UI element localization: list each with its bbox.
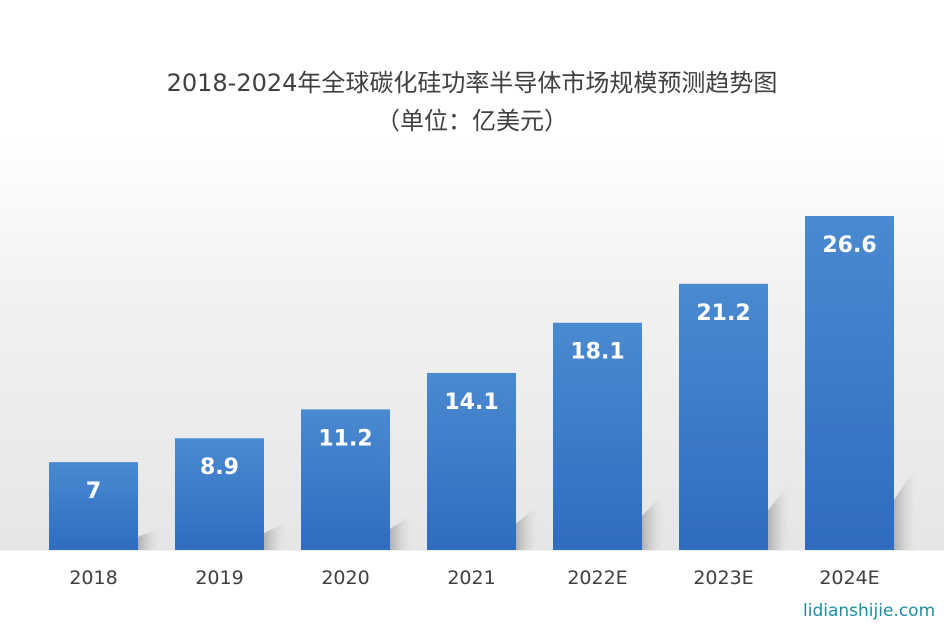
bar-shadow	[894, 466, 916, 550]
bar-2022E	[553, 322, 642, 550]
bar-shadow	[642, 493, 664, 550]
bar-2019	[175, 438, 264, 550]
data-label: 11.2	[318, 426, 372, 451]
x-tick-label: 2023E	[693, 567, 753, 589]
watermark: lidianshijie.com	[803, 601, 936, 621]
bar-2024E	[805, 216, 894, 550]
bar-2020	[301, 409, 390, 550]
bar-shadow	[138, 528, 160, 550]
data-label: 26.6	[822, 233, 876, 258]
x-tick-label: 2018	[69, 567, 117, 589]
bar-shadow	[264, 522, 286, 550]
chart-title: 2018-2024年全球碳化硅功率半导体市场规模预测趋势图	[166, 69, 778, 97]
x-tick-label: 2022E	[567, 567, 627, 589]
data-label: 8.9	[200, 455, 239, 480]
bar-2018	[49, 462, 138, 550]
bar-shadow	[390, 514, 412, 550]
data-label: 14.1	[444, 390, 498, 415]
data-label: 21.2	[696, 301, 750, 326]
data-label: 18.1	[570, 340, 624, 365]
bar-2021	[427, 372, 516, 550]
bar-shadow	[768, 483, 790, 550]
x-tick-label: 2024E	[819, 567, 879, 589]
bar-shadow	[516, 505, 538, 550]
bar-2023E	[679, 283, 768, 550]
chart-subtitle: （单位：亿美元）	[376, 107, 568, 135]
x-tick-label: 2019	[195, 567, 243, 589]
x-tick-label: 2021	[447, 567, 495, 589]
x-tick-label: 2020	[321, 567, 369, 589]
data-label: 7	[86, 479, 101, 504]
